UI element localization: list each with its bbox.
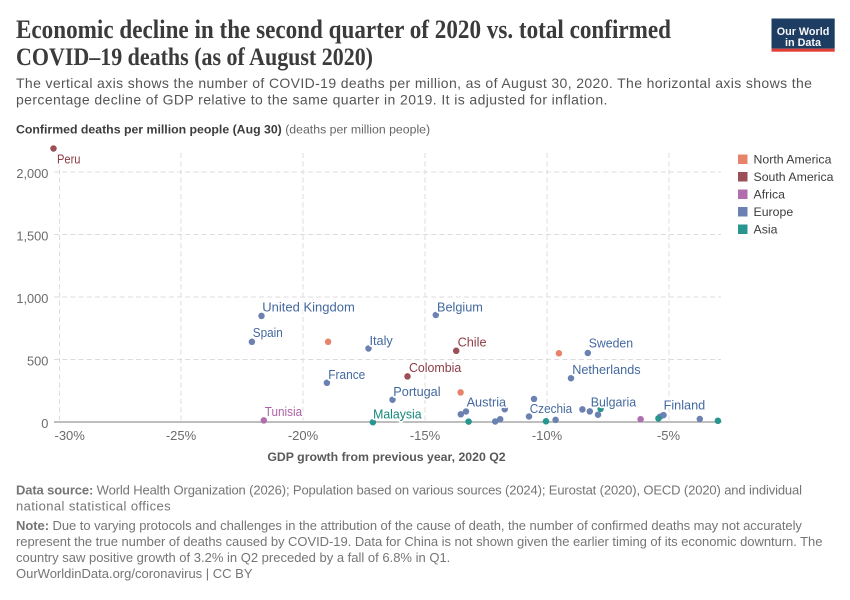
svg-text:Bulgaria: Bulgaria	[591, 396, 637, 410]
svg-text:1,000: 1,000	[16, 291, 48, 306]
svg-text:1,500: 1,500	[16, 229, 48, 244]
svg-text:United Kingdom: United Kingdom	[262, 300, 355, 314]
svg-text:Africa: Africa	[754, 188, 786, 202]
svg-text:Austria: Austria	[467, 395, 507, 409]
svg-text:Economic decline in the second: Economic decline in the second quarter o…	[16, 15, 671, 44]
svg-text:-10%: -10%	[532, 428, 563, 443]
svg-text:Our World: Our World	[777, 26, 830, 38]
svg-text:Italy: Italy	[370, 334, 394, 348]
svg-text:Spain: Spain	[253, 326, 283, 340]
svg-text:-15%: -15%	[410, 428, 441, 443]
svg-text:-20%: -20%	[288, 428, 319, 443]
svg-text:France: France	[328, 368, 365, 382]
svg-text:Tunisia: Tunisia	[265, 405, 303, 419]
svg-text:percentage decline of GDP rela: percentage decline of GDP relative to th…	[16, 92, 608, 108]
svg-text:GDP growth from previous year,: GDP growth from previous year, 2020 Q2	[267, 450, 505, 464]
svg-text:0: 0	[41, 416, 48, 431]
svg-text:in Data: in Data	[785, 37, 822, 49]
svg-text:Czechia: Czechia	[530, 402, 573, 416]
svg-text:Sweden: Sweden	[589, 336, 633, 350]
svg-text:-5%: -5%	[657, 428, 681, 443]
svg-text:Finland: Finland	[664, 398, 706, 412]
svg-text:Note: Due to varying protocols: Note: Due to varying protocols and chall…	[16, 518, 802, 533]
svg-text:2,000: 2,000	[16, 166, 48, 181]
svg-text:COVID–19 deaths (as of August: COVID–19 deaths (as of August 2020)	[16, 42, 373, 71]
svg-text:Belgium: Belgium	[437, 300, 483, 314]
svg-text:Portugal: Portugal	[393, 385, 440, 399]
svg-text:Peru: Peru	[57, 153, 81, 167]
svg-text:national statistical offices: national statistical offices	[16, 499, 171, 514]
svg-text:country saw positive growth of: country saw positive growth of 3.2% in Q…	[16, 550, 450, 565]
svg-text:North America: North America	[754, 153, 832, 167]
svg-text:-25%: -25%	[166, 428, 197, 443]
svg-text:Chile: Chile	[458, 336, 487, 350]
svg-text:Europe: Europe	[754, 205, 794, 219]
svg-text:Confirmed deaths per million p: Confirmed deaths per million people (Aug…	[16, 122, 430, 136]
svg-text:The vertical axis shows the nu: The vertical axis shows the number of CO…	[16, 75, 812, 91]
svg-text:Asia: Asia	[754, 223, 778, 237]
svg-text:Netherlands: Netherlands	[572, 363, 640, 377]
svg-text:OurWorldinData.org/coronavirus: OurWorldinData.org/coronavirus | CC BY	[16, 566, 253, 581]
svg-text:Malaysia: Malaysia	[373, 408, 422, 422]
svg-text:represent the true number of d: represent the true number of deaths caus…	[16, 534, 822, 549]
svg-text:South America: South America	[754, 170, 834, 184]
svg-text:500: 500	[27, 354, 48, 369]
svg-text:Data source: World Health Orga: Data source: World Health Organization (…	[16, 483, 802, 498]
svg-text:Colombia: Colombia	[409, 361, 462, 375]
svg-text:-30%: -30%	[55, 428, 86, 443]
